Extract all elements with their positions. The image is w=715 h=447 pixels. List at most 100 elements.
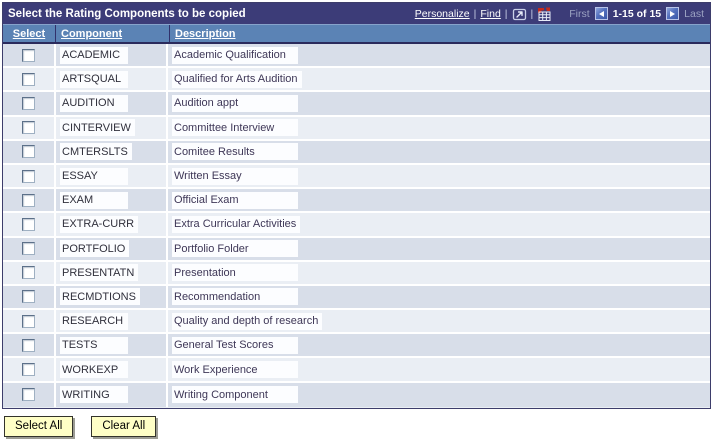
description-cell: Writing Component	[168, 383, 710, 407]
separator: |	[530, 7, 534, 20]
description-cell: Academic Qualification	[168, 44, 710, 66]
component-cell: EXAM	[56, 189, 168, 212]
component-cell: ARTSQUAL	[56, 68, 168, 91]
select-cell	[3, 68, 56, 91]
description-value: General Test Scores	[172, 336, 298, 354]
row-checkbox[interactable]	[22, 363, 35, 377]
description-cell: Written Essay	[168, 165, 710, 187]
description-cell: Qualified for Arts Audition	[168, 68, 710, 90]
component-cell: WRITING	[56, 382, 168, 407]
description-value: Portfolio Folder	[172, 240, 298, 258]
component-value: ACADEMIC	[60, 46, 128, 64]
arrow-right-icon	[670, 10, 676, 17]
previous-page-button[interactable]	[594, 7, 608, 20]
column-header-select[interactable]: Select	[3, 25, 56, 42]
description-cell: Comitee Results	[168, 141, 710, 163]
table-row: ACADEMIC Academic Qualification	[3, 44, 710, 69]
component-value: ARTSQUAL	[60, 70, 128, 88]
clear-all-button[interactable]: Clear All	[91, 416, 157, 437]
component-cell: EXTRA-CURR	[56, 213, 168, 236]
description-value: Writing Component	[172, 386, 298, 404]
popup-window-icon[interactable]	[512, 7, 527, 21]
description-value: Qualified for Arts Audition	[172, 70, 302, 88]
description-cell: Official Exam	[168, 189, 710, 211]
select-cell	[3, 116, 56, 139]
row-range-label: 1-15 of 15	[612, 7, 662, 20]
grid-pagination: First 1-15 of 15 Last	[569, 7, 704, 20]
download-to-spreadsheet-icon[interactable]	[537, 7, 551, 21]
description-cell: Committee Interview	[168, 117, 710, 139]
row-checkbox[interactable]	[22, 338, 35, 352]
column-header-row: Select Component Description	[3, 24, 710, 44]
select-cell	[3, 164, 56, 188]
select-cell	[3, 261, 56, 284]
component-cell: CINTERVIEW	[56, 116, 168, 139]
find-link[interactable]: Find	[480, 7, 501, 20]
row-checkbox[interactable]	[22, 145, 35, 159]
description-value: Comitee Results	[172, 143, 298, 161]
description-value: Recommendation	[172, 288, 298, 306]
select-cell	[3, 285, 56, 309]
row-checkbox[interactable]	[22, 121, 35, 135]
select-cell	[3, 189, 56, 212]
table-row: RESEARCH Quality and depth of research	[3, 310, 710, 335]
table-row: CMTERSLTS Comitee Results	[3, 140, 710, 165]
component-cell: ACADEMIC	[56, 44, 168, 67]
row-checkbox[interactable]	[22, 314, 35, 328]
select-cell	[3, 213, 56, 236]
table-row: TESTS General Test Scores	[3, 334, 710, 359]
row-checkbox[interactable]	[22, 290, 35, 304]
column-header-description[interactable]: Description	[175, 27, 236, 40]
component-cell: RESEARCH	[56, 310, 168, 333]
table-row: AUDITION Audition appt	[3, 92, 710, 117]
select-all-button[interactable]: Select All	[4, 416, 74, 437]
row-checkbox[interactable]	[22, 217, 35, 231]
next-page-button[interactable]	[666, 7, 680, 20]
row-checkbox[interactable]	[22, 266, 35, 280]
component-value: CINTERVIEW	[60, 119, 135, 137]
row-checkbox[interactable]	[22, 193, 35, 207]
table-row: ESSAY Written Essay	[3, 164, 710, 190]
row-checkbox[interactable]	[22, 96, 35, 110]
personalize-link[interactable]: Personalize	[414, 7, 470, 20]
select-cell	[3, 310, 56, 333]
row-checkbox[interactable]	[22, 169, 35, 183]
description-value: Extra Curricular Activities	[172, 215, 301, 233]
description-value: Committee Interview	[172, 119, 298, 137]
table-row: EXTRA-CURR Extra Curricular Activities	[3, 213, 710, 238]
description-value: Written Essay	[172, 167, 298, 185]
component-cell: AUDITION	[56, 92, 168, 115]
description-value: Audition appt	[172, 94, 298, 112]
description-value: Official Exam	[172, 191, 298, 209]
table-row: PRESENTATN Presentation	[3, 261, 710, 286]
first-label: First	[569, 7, 590, 20]
select-cell	[3, 44, 56, 67]
component-value: EXAM	[60, 191, 128, 209]
column-header-component[interactable]: Component	[56, 25, 170, 42]
table-row: CINTERVIEW Committee Interview	[3, 116, 710, 141]
row-checkbox[interactable]	[22, 388, 35, 402]
component-cell: CMTERSLTS	[56, 140, 168, 163]
select-cell	[3, 382, 56, 407]
table-row: EXAM Official Exam	[3, 189, 710, 214]
component-value: WRITING	[60, 386, 128, 404]
description-cell: Quality and depth of research	[168, 310, 710, 332]
table-row: PORTFOLIO Portfolio Folder	[3, 237, 710, 262]
grid-title-bar: Select the Rating Components to be copie…	[3, 3, 710, 24]
component-value: EXTRA-CURR	[60, 215, 139, 233]
description-cell: General Test Scores	[168, 334, 710, 356]
rating-components-grid: Select the Rating Components to be copie…	[2, 2, 711, 409]
row-checkbox[interactable]	[22, 72, 35, 86]
component-cell: TESTS	[56, 334, 168, 357]
component-value: TESTS	[60, 336, 128, 354]
last-label: Last	[684, 7, 704, 20]
arrow-left-icon	[598, 10, 604, 17]
description-cell: Work Experience	[168, 358, 710, 380]
row-checkbox[interactable]	[22, 242, 35, 256]
component-value: CMTERSLTS	[60, 143, 132, 161]
grid-title: Select the Rating Components to be copie…	[8, 7, 246, 20]
component-cell: PORTFOLIO	[56, 237, 168, 260]
row-checkbox[interactable]	[22, 48, 35, 62]
component-cell: PRESENTATN	[56, 261, 168, 284]
